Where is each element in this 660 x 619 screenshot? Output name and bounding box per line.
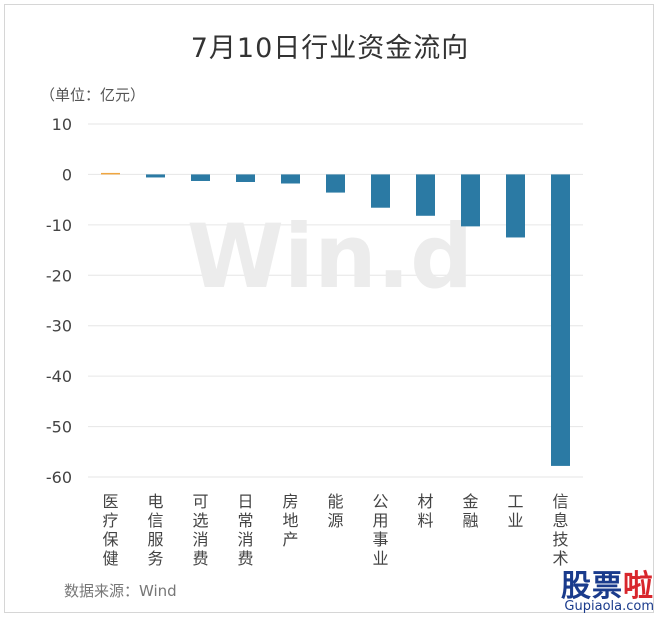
logo-site: Gupiaola.com (564, 599, 654, 614)
y-tick-label: -40 (46, 367, 72, 386)
x-tick-label-char: 健 (102, 549, 118, 568)
site-logo: 股票啦 Gupiaola.com (540, 561, 658, 617)
y-tick-label: -30 (46, 317, 72, 336)
bar-3 (236, 174, 255, 182)
bar-2 (191, 174, 210, 181)
logo-text: 股票啦 (561, 569, 654, 604)
bar-8 (461, 174, 480, 227)
x-tick-label-char: 医 (102, 492, 118, 511)
x-tick-label-char: 事 (372, 530, 388, 549)
y-tick-label: -20 (46, 266, 72, 285)
bar-1 (146, 174, 165, 178)
x-tick-label-char: 公 (372, 492, 388, 511)
x-tick-label-char: 费 (192, 549, 208, 568)
x-tick-label-char: 消 (237, 530, 253, 549)
bar-7 (416, 174, 435, 216)
x-tick-label-char: 金 (462, 492, 478, 511)
x-tick-label-char: 材 (417, 492, 433, 511)
x-tick-label-char: 业 (372, 549, 388, 568)
bar-0 (101, 172, 120, 175)
bars (101, 172, 570, 466)
x-tick-label-char: 费 (237, 549, 253, 568)
y-tick-label: -50 (46, 418, 72, 437)
x-tick-label-char: 可 (192, 492, 208, 511)
x-tick-label-char: 房 (282, 492, 298, 511)
x-tick-label-char: 信 (552, 492, 568, 511)
x-tick-label-char: 能 (327, 492, 343, 511)
watermark: Win.d (187, 205, 473, 308)
x-tick-label-char: 消 (192, 530, 208, 549)
y-axis-ticks: 10 0 -10 -20 -30 -40 -50 -60 (46, 115, 72, 487)
x-tick-label-char: 融 (462, 511, 478, 530)
x-tick-label-char: 选 (192, 511, 208, 530)
x-tick-label-char: 术 (552, 549, 568, 568)
chart-frame (4, 4, 654, 613)
x-tick-label-char: 电 (147, 492, 163, 511)
x-tick-label-char: 务 (147, 549, 163, 568)
x-tick-label-char: 工 (507, 492, 523, 511)
bar-5 (326, 174, 345, 193)
x-tick-label-char: 用 (372, 511, 388, 530)
bar-9 (506, 174, 525, 238)
unit-label: （单位：亿元） (40, 86, 146, 104)
source-note: 数据来源：Wind (64, 582, 177, 600)
x-tick-label-char: 产 (282, 530, 298, 549)
grid-lines (88, 123, 583, 478)
x-tick-label-char: 业 (507, 511, 523, 530)
x-tick-label-char: 疗 (102, 511, 118, 530)
bar-4 (281, 174, 300, 184)
x-tick-label-char: 技 (552, 530, 568, 549)
x-tick-label-char: 地 (282, 511, 298, 530)
bar-10 (551, 174, 570, 466)
y-tick-label: 10 (52, 115, 72, 134)
x-tick-label-char: 常 (237, 511, 253, 530)
x-tick-label-char: 日 (237, 492, 253, 511)
x-tick-label-char: 源 (327, 511, 343, 530)
x-tick-label-char: 服 (147, 530, 163, 549)
x-tick-label-char: 料 (417, 511, 433, 530)
y-tick-label: -60 (46, 468, 72, 487)
y-tick-label: -10 (46, 216, 72, 235)
chart-title: 7月10日行业资金流向 (190, 33, 470, 64)
y-tick-label: 0 (62, 165, 72, 184)
x-tick-label-char: 保 (102, 530, 118, 549)
x-tick-label-char: 息 (552, 511, 568, 530)
bar-6 (371, 174, 390, 208)
x-tick-label-char: 信 (147, 511, 163, 530)
